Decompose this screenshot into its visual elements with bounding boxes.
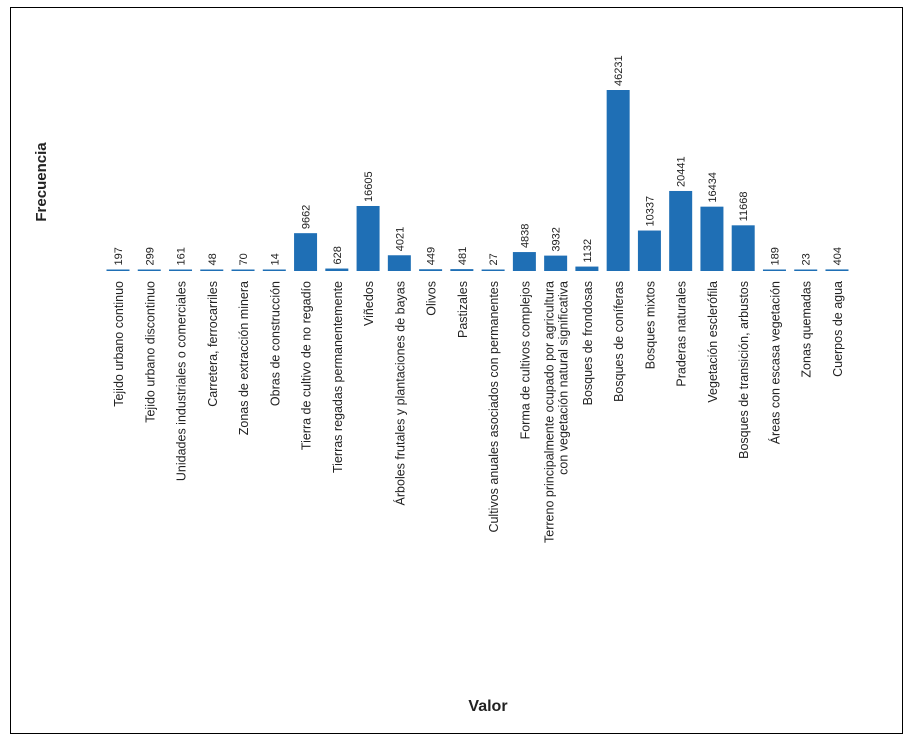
bar [669,190,693,271]
category-label: Bosques de frondosas [581,281,595,405]
value-label: 161 [176,247,188,265]
value-labels-layer: 197 299 161 48 70 14 9662 628 16605 4021 449 481 27 4… [113,55,844,265]
bar [356,205,380,271]
value-label: 20441 [676,156,688,187]
bar [762,269,786,271]
value-label: 1132 [582,239,594,263]
bar [200,269,224,271]
bar [450,269,474,271]
value-label: 10337 [644,196,656,227]
category-label: Bosques de transición, arbustos [737,281,751,459]
bar [419,269,443,271]
value-label: 481 [457,247,469,265]
chart-frame [10,7,903,734]
value-label: 46231 [613,55,625,86]
category-labels-layer: Tejido urbano continuo Tejido urbano disc… [112,281,845,543]
bar [700,206,724,271]
category-label: Tierra de cultivo de no regadío [300,281,314,450]
bar [294,233,318,271]
category-label: Árboles frutales y plantaciones de bayas [392,281,407,505]
value-label: 404 [832,247,844,265]
y-axis-label: Frecuencia [33,142,50,222]
x-axis-label: Valor [468,698,507,715]
bar [262,269,286,271]
category-label: Praderas naturales [675,281,689,387]
category-label: Tejido urbano discontinuo [143,281,157,423]
category-label: Bosques de coníferas [612,281,626,402]
bar [606,90,630,271]
bar [794,269,818,271]
value-label: 23 [801,253,813,265]
bar [169,269,193,271]
value-label: 9662 [301,205,313,229]
value-label: 27 [488,253,500,265]
category-label: Carretera, ferrocarriles [206,281,220,407]
category-label: Bosques mixtos [643,281,657,369]
value-label: 3932 [551,227,563,251]
value-label: 189 [769,247,781,265]
value-label: 4838 [519,224,531,248]
bar [325,268,349,271]
value-label: 197 [113,247,125,265]
category-label: Áreas con escasa vegetación [767,281,782,444]
category-label: Vegetación esclerófila [706,281,720,403]
bars-layer [106,90,849,271]
category-label: Cuerpos de agua [831,281,845,377]
value-label: 70 [238,253,250,265]
value-label: 48 [207,253,219,265]
bar [637,230,661,271]
bar [544,255,568,271]
category-label: Cultivos anuales asociados con permanent… [487,281,501,533]
category-label: Zonas quemadas [800,281,814,378]
category-label: Forma de cultivos complejos [518,281,532,439]
bar [137,269,161,271]
value-label: 628 [332,246,344,264]
bar [106,269,130,271]
category-label: Olivos [425,281,439,316]
category-label: Obras de construcción [268,281,282,406]
category-label: Terreno principalmente ocupado por agric… [543,281,571,543]
category-label: Pastizales [456,281,470,338]
bar [387,255,411,271]
bar [575,266,599,271]
value-label: 16605 [363,171,375,202]
bar [481,269,505,271]
category-label: Unidades industriales o comerciales [175,281,189,481]
value-label: 299 [144,247,156,265]
value-label: 16434 [707,172,719,203]
value-label: 4021 [394,227,406,251]
bar [731,225,755,271]
bar [231,269,255,271]
value-label: 14 [269,253,281,265]
category-label: Zonas de extracción minera [237,281,251,435]
bar [825,269,849,271]
category-label: Tierras regadas permanentemente [331,281,345,473]
bar [512,252,536,271]
value-label: 449 [426,247,438,265]
value-label: 11668 [738,192,750,222]
category-label: Viñedos [362,281,376,326]
category-label: Tejido urbano continuo [112,281,126,407]
